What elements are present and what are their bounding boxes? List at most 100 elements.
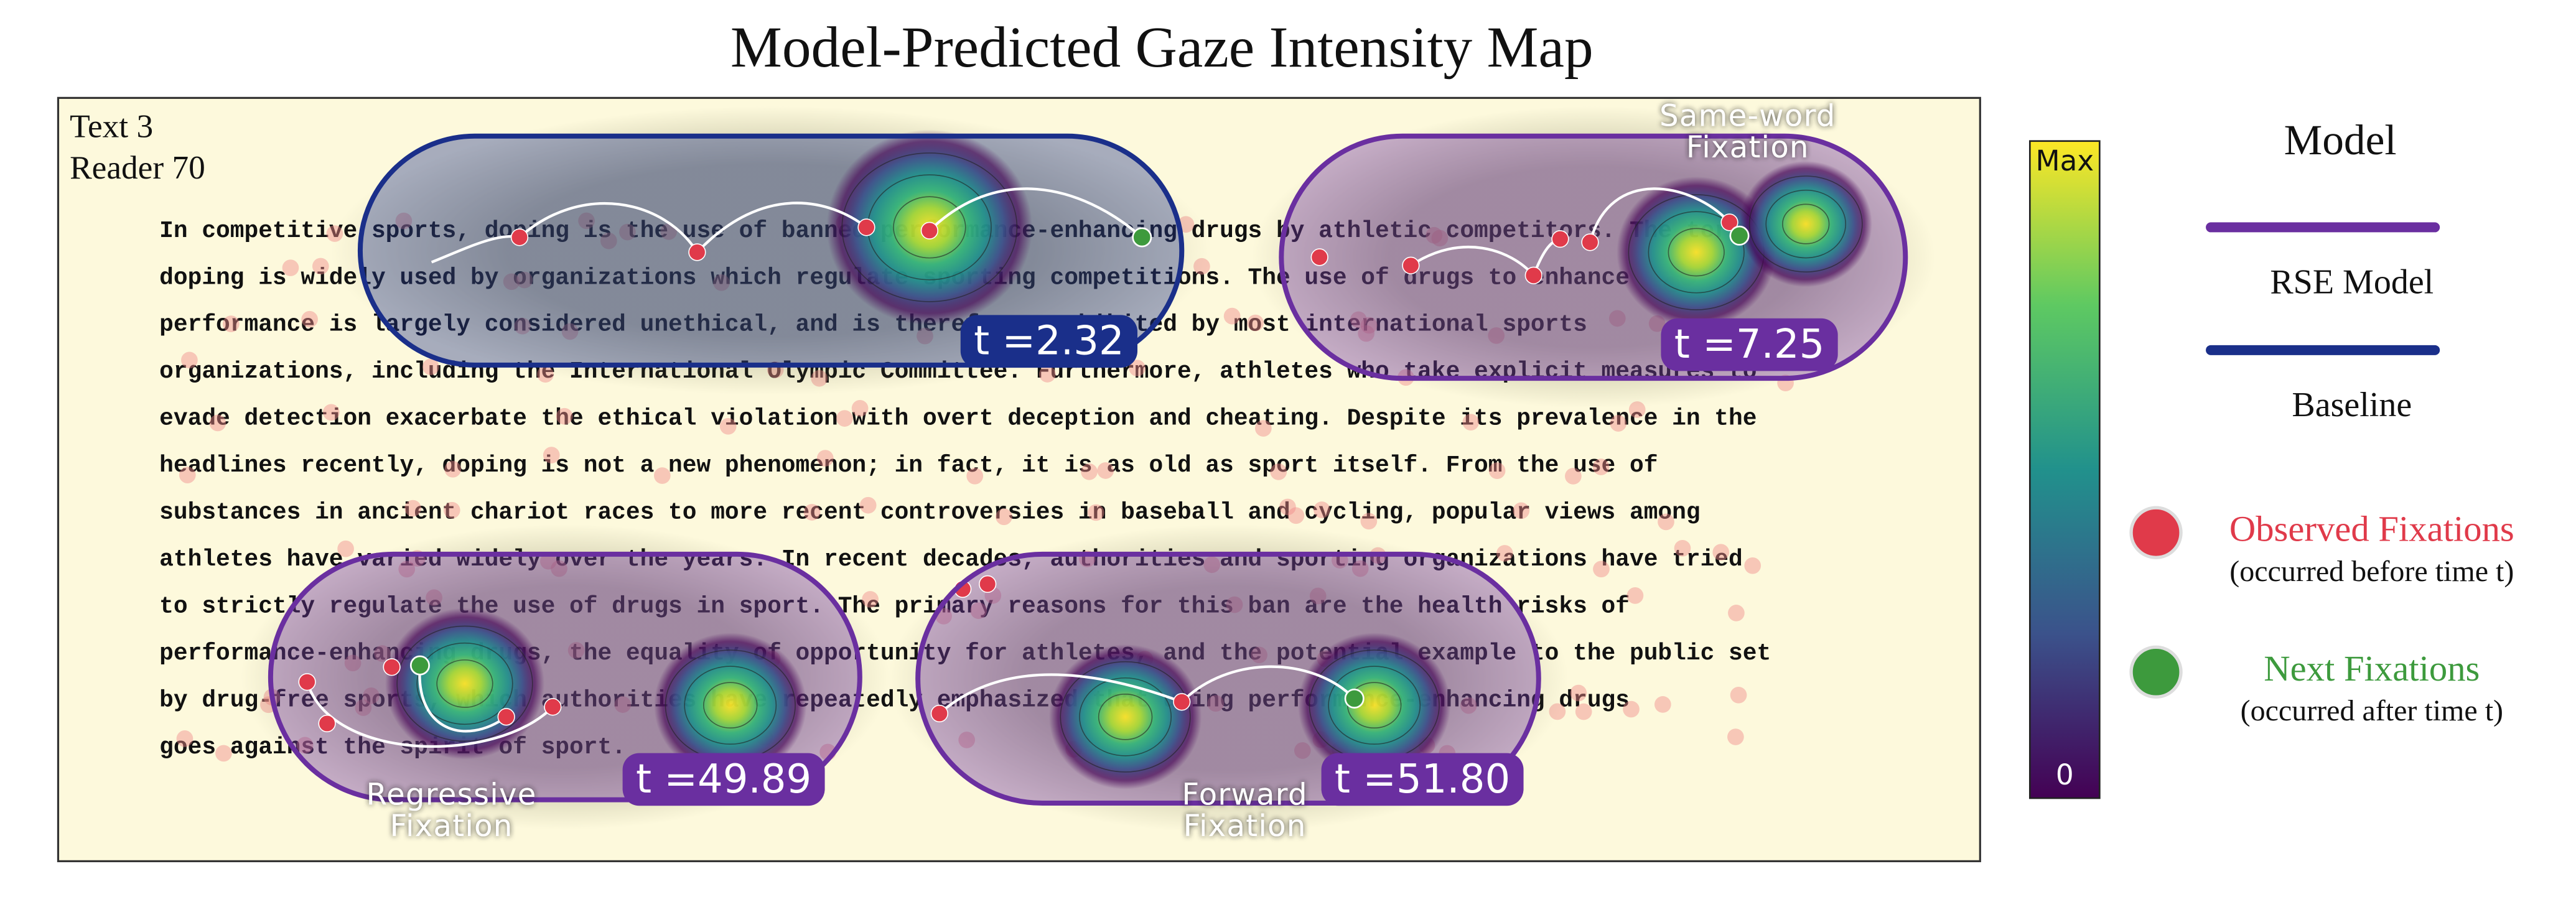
legend-label: Observed Fixations <box>2229 509 2514 549</box>
fixation-dot <box>836 410 853 427</box>
observed-fixation <box>1402 256 1420 274</box>
title: Model-Predicted Gaze Intensity Map <box>730 16 1594 80</box>
time-label: t =2.32 <box>974 319 1124 365</box>
fixation-dot <box>404 500 421 517</box>
bubble-border <box>268 551 862 802</box>
contour <box>416 642 513 725</box>
fixation-dot <box>1513 502 1530 519</box>
next-fixation <box>1132 227 1152 248</box>
time-label-bg <box>1661 318 1838 371</box>
legend-marker <box>2129 645 2183 699</box>
bubbles: t =2.32 t =7.25 t =49.89 t =51.80 <box>240 106 1936 834</box>
fixation-dot <box>1610 415 1627 432</box>
fixation-dot <box>1081 463 1098 480</box>
fixation-dot <box>1287 507 1305 524</box>
fixation-dot <box>1462 414 1480 431</box>
fixation-dot <box>443 501 460 519</box>
fixation-dot <box>851 399 869 417</box>
fixation-dot <box>1247 314 1264 332</box>
observed-fixation <box>1581 233 1599 251</box>
fixation-dot <box>1744 557 1762 574</box>
fixation-dot <box>1575 703 1592 720</box>
colorbar-max: Max <box>2035 144 2094 177</box>
time-label-bg <box>960 315 1138 368</box>
next-fixation <box>1344 688 1365 709</box>
passage-line: substances in ancient chariot races to m… <box>159 500 1700 526</box>
legend-label: RSE Model <box>2270 263 2434 302</box>
contour <box>1668 228 1725 277</box>
fixation-dot <box>1270 463 1287 480</box>
fixation-dot <box>312 258 329 275</box>
passage-line: headlines recently, doping is not a new … <box>159 452 1658 479</box>
next-fixation <box>1729 225 1750 246</box>
observed-fixation <box>1720 213 1738 231</box>
fixation-dot <box>1314 501 1330 518</box>
contour <box>1782 203 1830 244</box>
heat-blob <box>385 608 545 760</box>
heat-blob <box>1298 633 1451 778</box>
fixation-dot <box>1088 504 1104 521</box>
observed-fixation <box>544 698 562 716</box>
contour <box>1748 175 1863 272</box>
fixation-dot <box>1712 544 1730 561</box>
contour <box>841 152 1018 302</box>
time-label: t =7.25 <box>1674 322 1825 368</box>
fixation-dot <box>209 414 226 432</box>
legend-title: Model <box>2284 116 2397 164</box>
annotation: Fixation <box>390 809 513 844</box>
fixation-dot <box>1570 684 1587 702</box>
observed-fixation <box>1173 693 1191 711</box>
annotation: Same-word <box>1659 98 1836 133</box>
legend-note: (occurred after time t) <box>2241 694 2503 727</box>
contour <box>893 196 966 259</box>
annotation: Fixation <box>1183 809 1307 844</box>
fixation-dot <box>215 745 232 762</box>
fixation-dot <box>1728 605 1745 621</box>
contour <box>703 682 758 728</box>
contour <box>436 659 493 708</box>
annotation: Forward <box>1182 777 1307 812</box>
time-label-bg <box>1321 753 1524 806</box>
saccade-arrow <box>518 202 699 253</box>
contour <box>684 666 777 745</box>
saccade-arrow <box>1410 246 1535 277</box>
fixation-dot <box>444 460 462 478</box>
fixation-dot <box>966 467 984 485</box>
fixation-dot <box>816 450 834 467</box>
fixation-dot <box>1658 513 1674 531</box>
heat-blob <box>654 633 807 778</box>
bubble-border <box>1279 133 1908 381</box>
observed-fixation <box>979 575 997 593</box>
reader-id: Reader 70 <box>70 149 205 186</box>
legend-marker <box>2129 506 2183 559</box>
saccade-arrow <box>696 202 867 253</box>
fixation-dot <box>282 259 299 276</box>
contour <box>1648 211 1745 294</box>
fixation-dot <box>1593 560 1610 578</box>
saccade-arrow <box>1589 187 1731 243</box>
observed-fixation <box>298 673 316 691</box>
observed-fixation <box>318 714 336 733</box>
observed-fixation <box>497 708 515 726</box>
next-fixation <box>409 655 430 676</box>
observed-fixation <box>1524 266 1542 284</box>
colorbar-zero: 0 <box>2056 758 2074 791</box>
fixation-dot <box>1223 307 1241 325</box>
observed-fixation <box>857 218 875 236</box>
contour <box>1098 694 1153 740</box>
fixation-dot <box>1654 696 1671 713</box>
legend-label: Baseline <box>2292 386 2412 424</box>
passage-line: evade detection exacerbate the ethical v… <box>159 406 1757 432</box>
saccade-arrow <box>1180 665 1356 703</box>
fixation-dot <box>1626 587 1644 604</box>
fixation-dot <box>1592 458 1610 475</box>
bubble-border <box>915 551 1541 806</box>
text-id: Text 3 <box>70 107 153 144</box>
fixation-dot <box>176 730 194 747</box>
fixation-dot <box>556 407 573 425</box>
fixation-dot <box>1730 686 1747 704</box>
annotations: Same-wordFixationRegressiveFixationForwa… <box>366 98 1836 844</box>
fixation-dot <box>719 417 737 435</box>
annotation: Fixation <box>1686 130 1809 165</box>
fixation-dot <box>1279 498 1296 516</box>
